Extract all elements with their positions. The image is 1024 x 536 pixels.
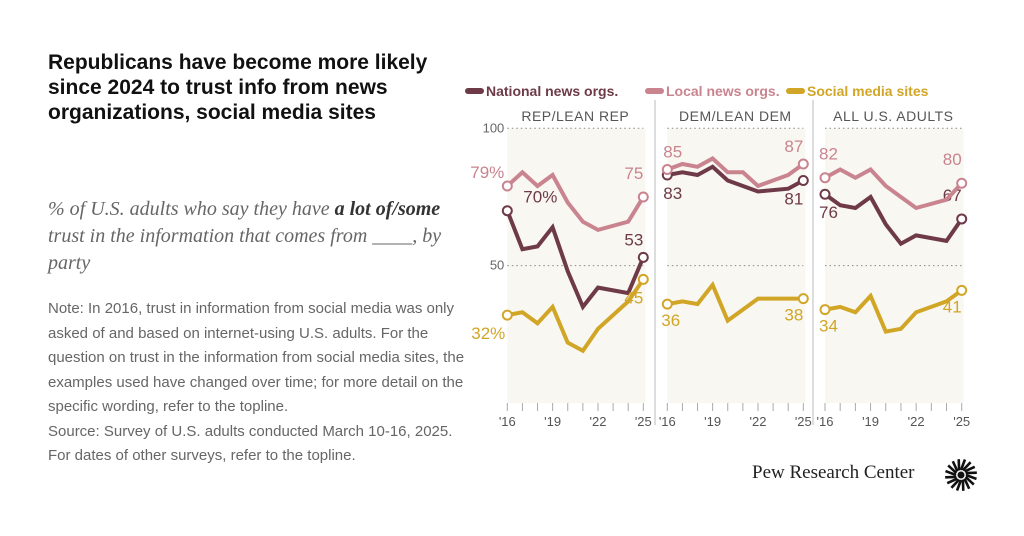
panel-title: REP/LEAN REP bbox=[521, 108, 629, 124]
pew-logo-text: Pew Research Center bbox=[752, 462, 915, 483]
data-label: 34 bbox=[819, 317, 838, 336]
data-point-marker bbox=[661, 164, 673, 176]
x-tick-label: '16 bbox=[659, 414, 676, 429]
legend-label: Social media sites bbox=[807, 83, 929, 99]
y-tick-label: 50 bbox=[490, 258, 504, 273]
data-point-marker bbox=[797, 293, 809, 305]
data-label: 81 bbox=[784, 189, 803, 208]
data-label: 36 bbox=[661, 311, 680, 330]
series-line-national bbox=[823, 192, 964, 247]
data-label: 41 bbox=[943, 297, 962, 316]
data-point-marker bbox=[819, 188, 831, 200]
legend-label: Local news orgs. bbox=[666, 83, 780, 99]
data-label: 85 bbox=[663, 143, 682, 162]
data-point-marker bbox=[637, 191, 649, 203]
data-label: 79% bbox=[470, 163, 504, 182]
data-point-marker bbox=[637, 273, 649, 285]
data-point-marker bbox=[956, 284, 968, 296]
x-tick-label: '19 bbox=[862, 414, 879, 429]
x-tick-label: '19 bbox=[544, 414, 561, 429]
panel-title: ALL U.S. ADULTS bbox=[833, 108, 953, 124]
data-label: 53 bbox=[624, 230, 643, 249]
pew-sunburst-icon bbox=[945, 459, 977, 491]
series-line-social bbox=[666, 281, 804, 324]
series-line-national bbox=[505, 209, 646, 311]
data-label: 87 bbox=[784, 137, 803, 156]
data-label: 80 bbox=[943, 150, 962, 169]
note-block: Note: In 2016, trust in information from… bbox=[48, 297, 468, 469]
data-point-marker bbox=[956, 213, 968, 225]
data-point-marker bbox=[797, 174, 809, 186]
series-line-national bbox=[666, 164, 805, 194]
source-text: Source: Survey of U.S. adults conducted … bbox=[48, 422, 453, 465]
subtitle-text: % of U.S. adults who say they have bbox=[48, 198, 335, 220]
data-point-marker bbox=[819, 304, 831, 316]
data-point-marker bbox=[501, 180, 513, 192]
chart-subtitle: % of U.S. adults who say they have a lot… bbox=[48, 196, 458, 277]
data-label: 38 bbox=[784, 306, 803, 325]
subtitle-emphasis: a lot of/some bbox=[334, 198, 441, 220]
subtitle-text-end: trust in the information that comes from… bbox=[48, 225, 442, 274]
data-label: 70% bbox=[523, 188, 557, 207]
chart-title: Republicans have become more likely sinc… bbox=[48, 51, 428, 124]
data-point-marker bbox=[661, 298, 673, 310]
data-label: 45 bbox=[624, 288, 643, 307]
x-tick-label: '19 bbox=[704, 414, 721, 429]
x-tick-label: '16 bbox=[499, 414, 516, 429]
panel-title: DEM/LEAN DEM bbox=[679, 108, 792, 124]
data-label: 76 bbox=[819, 203, 838, 222]
data-point-marker bbox=[819, 172, 831, 184]
x-tick-label: '22 bbox=[589, 414, 606, 429]
legend-label: National news orgs. bbox=[486, 83, 618, 99]
x-tick-label: '16 bbox=[817, 414, 834, 429]
x-tick-label: '22 bbox=[749, 414, 766, 429]
x-tick-label: '25 bbox=[795, 414, 812, 429]
data-point-marker bbox=[501, 309, 513, 321]
series-line-social bbox=[824, 288, 963, 334]
series-line-local bbox=[824, 167, 964, 211]
series-line-local bbox=[505, 169, 646, 233]
data-point-marker bbox=[637, 251, 649, 263]
data-label: 83 bbox=[663, 184, 682, 203]
x-tick-label: '25 bbox=[635, 414, 652, 429]
series-line-social bbox=[506, 278, 645, 354]
x-tick-label: '22 bbox=[908, 414, 925, 429]
data-label: 32% bbox=[471, 324, 505, 343]
y-tick-label: 100 bbox=[483, 120, 505, 135]
data-label: 75 bbox=[624, 164, 643, 183]
x-tick-label: '25 bbox=[953, 414, 970, 429]
data-label: 82 bbox=[819, 145, 838, 164]
data-point-marker bbox=[956, 177, 968, 189]
series-line-local bbox=[666, 156, 805, 189]
data-point-marker bbox=[797, 158, 809, 170]
data-point-marker bbox=[501, 205, 513, 217]
note-text: Note: In 2016, trust in information from… bbox=[48, 300, 465, 415]
